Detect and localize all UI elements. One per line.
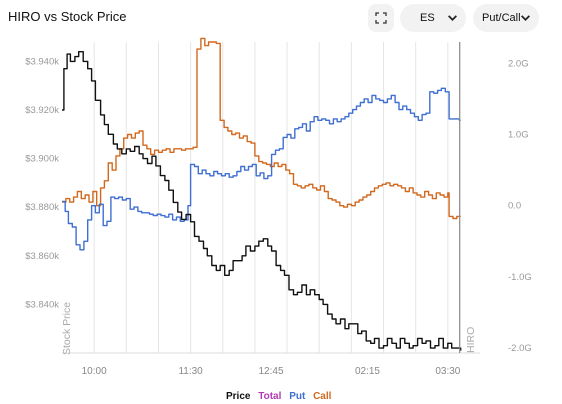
- right-tick-label: -2.0G: [508, 343, 532, 354]
- right-tick-label: 2.0G: [508, 58, 529, 69]
- left-tick-label: $3.940k: [25, 56, 59, 67]
- chart-legend: Price Total Put Call: [226, 391, 336, 402]
- right-tick-label: 1.0G: [508, 130, 529, 141]
- fullscreen-button[interactable]: [368, 4, 394, 32]
- chart-title: HIRO vs Stock Price: [8, 9, 127, 24]
- mode-select-value: Put/Call: [482, 12, 521, 24]
- left-tick-label: $3.840k: [25, 299, 59, 310]
- right-tick-label: -1.0G: [508, 272, 532, 283]
- chevron-down-icon: [448, 15, 457, 21]
- right-axis-title: HIRO: [465, 327, 477, 353]
- left-axis-title: Stock Price: [61, 302, 73, 355]
- x-tick-label: 11:30: [178, 366, 203, 377]
- series-line-put: [62, 87, 461, 251]
- left-tick-label: $3.880k: [25, 202, 59, 213]
- series-line-price: [62, 51, 462, 351]
- expand-icon: [375, 12, 387, 24]
- left-tick-label: $3.920k: [25, 105, 59, 116]
- x-tick-label: 12:45: [258, 366, 283, 377]
- symbol-select[interactable]: ES: [400, 4, 466, 32]
- left-tick-label: $3.860k: [25, 251, 59, 262]
- legend-call[interactable]: Call: [313, 391, 332, 402]
- legend-put[interactable]: Put: [289, 391, 306, 402]
- mode-select[interactable]: Put/Call: [473, 4, 539, 32]
- legend-price[interactable]: Price: [226, 391, 251, 402]
- x-tick-label: 03:30: [435, 366, 460, 377]
- x-tick-label: 02:15: [355, 366, 380, 377]
- right-tick-label: 0.0: [508, 201, 521, 212]
- series-line-call: [62, 37, 461, 220]
- chevron-down-icon: [521, 15, 530, 21]
- x-tick-label: 10:00: [82, 366, 107, 377]
- left-tick-label: $3.900k: [25, 154, 59, 165]
- symbol-select-value: ES: [420, 12, 435, 24]
- legend-total[interactable]: Total: [258, 391, 282, 402]
